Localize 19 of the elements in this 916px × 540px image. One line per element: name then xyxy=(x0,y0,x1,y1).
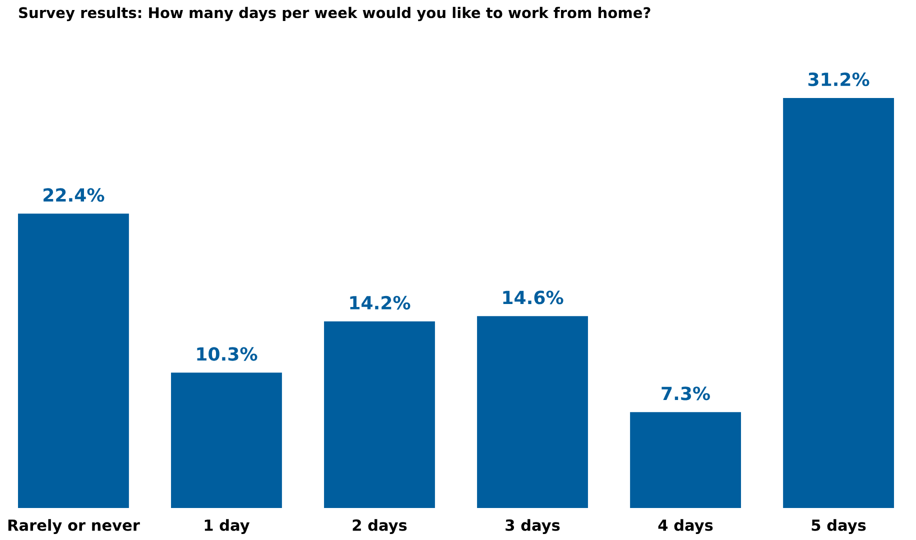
x-tick-label: 3 days xyxy=(506,519,560,534)
data-label: 14.2% xyxy=(350,296,410,310)
x-tick-label: 5 days xyxy=(812,519,866,534)
data-label: 22.4% xyxy=(44,188,104,202)
x-tick-label: Rarely or never xyxy=(8,519,140,534)
bar xyxy=(630,412,741,508)
bar xyxy=(783,98,894,508)
data-label: 31.2% xyxy=(808,72,870,86)
bar xyxy=(18,214,129,508)
data-label: 7.3% xyxy=(662,386,710,400)
x-tick-label: 4 days xyxy=(658,519,713,534)
x-tick-label: 2 days xyxy=(352,519,407,534)
bar xyxy=(171,372,282,508)
x-tick-label: 1 day xyxy=(204,519,250,534)
bar xyxy=(477,316,588,508)
data-label: 10.3% xyxy=(197,347,258,361)
chart-title: Survey results: How many days per week would you like to work from home? xyxy=(19,6,650,22)
data-label: 14.6% xyxy=(503,290,564,304)
bar xyxy=(324,321,435,508)
